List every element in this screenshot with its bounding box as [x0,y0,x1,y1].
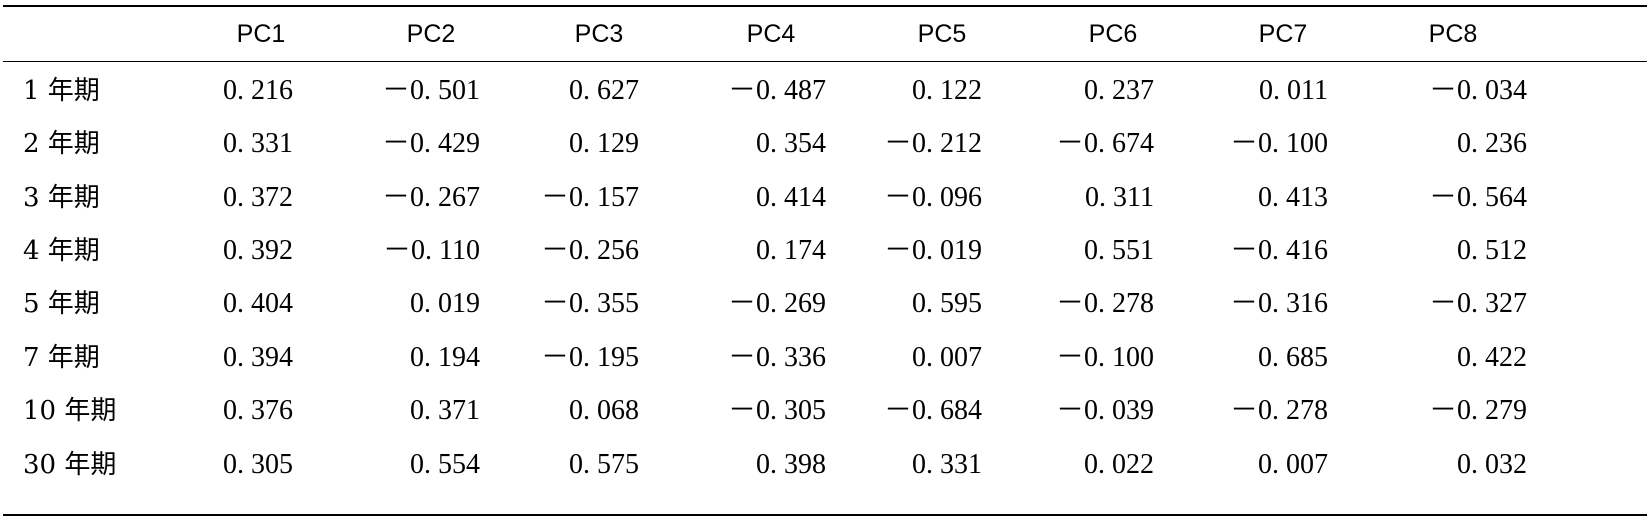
table-cell-pc3: 0. 575 [569,449,639,480]
table-cell-pc7: －0. 416 [1229,235,1328,266]
table-row: 3 年期 0. 372 －0. 267 －0. 157 0. 414 －0. 096 0. … [3,178,1647,218]
table-cell-pc7: 0. 007 [1258,449,1328,480]
table-cell-pc6: －0. 674 [1055,128,1154,159]
table-cell-pc4: －0. 487 [727,75,826,106]
table-cell-pc8: －0. 034 [1428,75,1527,106]
table-cell-pc2: －0. 501 [381,75,480,106]
column-header-pc8: PC8 [1428,20,1478,48]
row-label: 2 年期 [23,129,100,159]
table-cell-pc8: 0. 032 [1457,449,1527,480]
table-cell-pc5: －0. 019 [883,235,982,266]
row-label: 10 年期 [23,396,117,426]
column-header-pc4: PC4 [746,20,796,48]
table-cell-pc1: 0. 392 [223,235,293,266]
table-row: 10 年期 0. 376 0. 371 0. 068 －0. 305 －0. 684 －0.… [3,391,1647,431]
table-cell-pc8: －0. 327 [1428,288,1527,319]
table-cell-pc1: 0. 404 [223,288,293,319]
row-label: 5 年期 [23,289,100,319]
table-cell-pc8: 0. 236 [1457,128,1527,159]
column-header-pc6: PC6 [1088,20,1138,48]
table-cell-pc8: －0. 564 [1428,182,1527,213]
table-cell-pc1: 0. 331 [223,128,293,159]
table-cell-pc8: 0. 422 [1457,342,1527,373]
table-cell-pc5: 0. 007 [912,342,982,373]
table-cell-pc4: －0. 269 [727,288,826,319]
table-cell-pc8: 0. 512 [1457,235,1527,266]
table-cell-pc8: －0. 279 [1428,395,1527,426]
column-header-pc2: PC2 [406,20,456,48]
table-cell-pc5: 0. 331 [912,449,982,480]
table-cell-pc1: 0. 372 [223,182,293,213]
table-row: 30 年期 0. 305 0. 554 0. 575 0. 398 0. 331 0. 02… [3,445,1647,485]
column-header-pc5: PC5 [917,20,967,48]
table-cell-pc4: －0. 305 [727,395,826,426]
table-cell-pc1: 0. 376 [223,395,293,426]
loadings-table: PC1 PC2 PC3 PC4 PC5 PC6 PC7 PC8 1 年期 0. 2… [3,0,1647,521]
table-cell-pc2: 0. 554 [410,449,480,480]
table-cell-pc6: －0. 278 [1055,288,1154,319]
table-cell-pc7: 0. 413 [1258,182,1328,213]
table-bottom-rule [3,514,1647,516]
table-cell-pc5: 0. 595 [912,288,982,319]
table-cell-pc7: －0. 316 [1229,288,1328,319]
table-cell-pc4: 0. 174 [756,235,826,266]
table-row: 4 年期 0. 392 －0. 110 －0. 256 0. 174 －0. 019 0. … [3,231,1647,271]
table-cell-pc5: －0. 684 [883,395,982,426]
table-row: 1 年期 0. 216 －0. 501 0. 627 －0. 487 0. 122 0. 2… [3,71,1647,111]
row-label: 4 年期 [23,236,100,266]
table-cell-pc3: 0. 068 [569,395,639,426]
column-header-pc3: PC3 [574,20,624,48]
table-cell-pc1: 0. 216 [223,75,293,106]
table-cell-pc2: －0. 267 [381,182,480,213]
table-row: 2 年期 0. 331 －0. 429 0. 129 0. 354 －0. 212 －0. … [3,124,1647,164]
table-cell-pc5: －0. 212 [883,128,982,159]
table-cell-pc3: －0. 157 [540,182,639,213]
column-header-pc1: PC1 [236,20,286,48]
table-cell-pc1: 0. 305 [223,449,293,480]
table-header-rule [3,61,1647,62]
table-cell-pc7: 0. 685 [1258,342,1328,373]
table-cell-pc2: 0. 194 [410,342,480,373]
table-cell-pc4: 0. 414 [756,182,826,213]
table-cell-pc4: 0. 354 [756,128,826,159]
table-cell-pc7: －0. 278 [1229,395,1328,426]
table-cell-pc7: 0. 011 [1259,75,1328,106]
table-row: 5 年期 0. 404 0. 019 －0. 355 －0. 269 0. 595 －0. … [3,284,1647,324]
table-cell-pc2: 0. 371 [410,395,480,426]
row-label: 1 年期 [23,76,100,106]
table-cell-pc3: 0. 627 [569,75,639,106]
row-label: 3 年期 [23,183,100,213]
table-cell-pc5: －0. 096 [883,182,982,213]
table-cell-pc6: 0. 311 [1085,182,1154,213]
table-cell-pc7: －0. 100 [1229,128,1328,159]
table-cell-pc5: 0. 122 [912,75,982,106]
table-cell-pc6: －0. 039 [1055,395,1154,426]
table-cell-pc3: 0. 129 [569,128,639,159]
table-cell-pc6: 0. 237 [1084,75,1154,106]
table-cell-pc2: －0. 429 [381,128,480,159]
table-cell-pc6: 0. 022 [1084,449,1154,480]
table-cell-pc4: －0. 336 [727,342,826,373]
table-cell-pc6: 0. 551 [1084,235,1154,266]
table-cell-pc2: －0. 110 [383,235,480,266]
table-cell-pc3: －0. 355 [540,288,639,319]
table-top-rule [3,5,1647,7]
table-cell-pc3: －0. 256 [540,235,639,266]
column-header-pc7: PC7 [1258,20,1308,48]
table-cell-pc6: －0. 100 [1055,342,1154,373]
row-label: 30 年期 [23,450,117,480]
table-row: 7 年期 0. 394 0. 194 －0. 195 －0. 336 0. 007 －0. … [3,338,1647,378]
table-cell-pc2: 0. 019 [410,288,480,319]
table-cell-pc3: －0. 195 [540,342,639,373]
table-cell-pc4: 0. 398 [756,449,826,480]
row-label: 7 年期 [23,343,100,373]
table-cell-pc1: 0. 394 [223,342,293,373]
